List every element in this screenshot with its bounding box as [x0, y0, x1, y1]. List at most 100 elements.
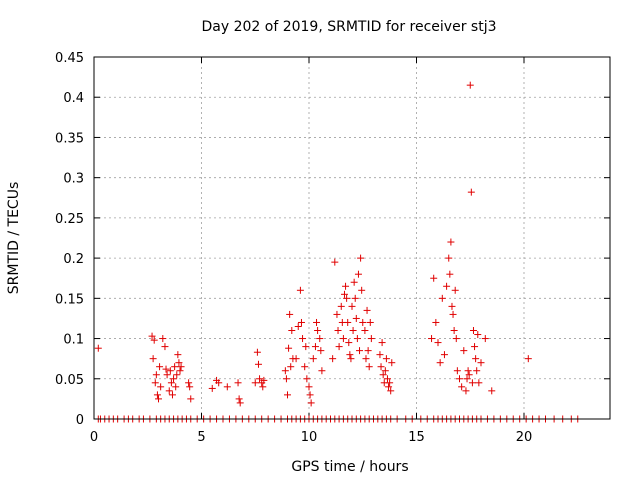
- data-point: [469, 327, 477, 335]
- data-point: [186, 383, 194, 391]
- data-point: [464, 367, 472, 375]
- data-point: [452, 335, 460, 343]
- data-point: [344, 318, 352, 326]
- data-point: [471, 343, 479, 351]
- data-point: [447, 238, 455, 246]
- data-point: [428, 335, 436, 343]
- data-point: [377, 363, 385, 371]
- x-tick-labels: 0 5 10 15 20: [90, 430, 532, 445]
- data-point: [463, 375, 471, 383]
- data-point: [313, 318, 321, 326]
- data-point: [296, 286, 304, 294]
- data-point: [254, 360, 262, 368]
- data-point: [159, 335, 167, 343]
- data-point: [434, 339, 442, 347]
- data-point: [151, 379, 159, 387]
- y-tick-labels: 0 0.05 0.1 0.15 0.2 0.25 0.3 0.35 0.4 0.45: [55, 51, 84, 428]
- data-point: [157, 383, 165, 391]
- data-point: [331, 258, 339, 266]
- data-point: [460, 347, 468, 355]
- data-point: [294, 322, 302, 330]
- data-point: [208, 384, 216, 392]
- y-tick-label: 0.25: [55, 212, 84, 227]
- data-point: [350, 278, 358, 286]
- y-tick-label: 0.05: [55, 373, 84, 388]
- data-point: [236, 399, 244, 407]
- data-point: [153, 391, 161, 399]
- data-point: [299, 335, 307, 343]
- data-point: [451, 286, 459, 294]
- data-point: [235, 395, 243, 403]
- data-point: [378, 339, 386, 347]
- data-point: [148, 332, 156, 340]
- data-point: [345, 339, 353, 347]
- data-point: [311, 343, 319, 351]
- y-tick-label: 0.4: [63, 91, 84, 106]
- data-point: [185, 379, 193, 387]
- data-point: [465, 371, 473, 379]
- chart-title: Day 202 of 2019, SRMTID for receiver stj…: [202, 19, 497, 35]
- data-point: [453, 367, 461, 375]
- y-tick-label: 0.2: [63, 252, 84, 267]
- data-point: [256, 375, 264, 383]
- data-point: [333, 310, 341, 318]
- y-tick-label: 0.1: [63, 333, 84, 348]
- data-point: [161, 343, 169, 351]
- data-point: [467, 188, 475, 196]
- y-axis-label: SRMTID / TECUs: [6, 182, 22, 295]
- data-point: [349, 327, 357, 335]
- data-point: [94, 344, 102, 352]
- data-point: [357, 254, 365, 262]
- data-point: [309, 355, 317, 363]
- data-point: [260, 376, 268, 384]
- data-point: [287, 363, 295, 371]
- data-point: [305, 383, 313, 391]
- data-point: [165, 387, 173, 395]
- data-point: [473, 367, 481, 375]
- data-point: [166, 367, 174, 375]
- data-point: [297, 318, 305, 326]
- data-point: [286, 310, 294, 318]
- data-point: [329, 355, 337, 363]
- data-point: [388, 359, 396, 367]
- data-point: [288, 327, 296, 335]
- data-point: [316, 335, 324, 343]
- data-point: [381, 367, 389, 375]
- data-point: [281, 367, 289, 375]
- data-point: [152, 371, 160, 379]
- data-point: [172, 383, 180, 391]
- data-point: [474, 331, 482, 339]
- data-point: [379, 371, 387, 379]
- data-point: [282, 375, 290, 383]
- data-point: [342, 282, 350, 290]
- data-point: [524, 355, 532, 363]
- data-point: [163, 371, 171, 379]
- data-point: [253, 348, 261, 356]
- x-tick-label: 20: [516, 430, 533, 445]
- data-point: [334, 327, 342, 335]
- data-point: [167, 379, 175, 387]
- data-point: [168, 391, 176, 399]
- grid-lines: [94, 57, 610, 419]
- y-tick-label: 0.15: [55, 292, 84, 307]
- plot-frame: [93, 56, 611, 420]
- data-point: [251, 379, 259, 387]
- data-point: [284, 391, 291, 399]
- data-point: [456, 375, 463, 383]
- data-point: [302, 343, 310, 351]
- y-tick-label: 0.35: [55, 131, 84, 146]
- x-tick-label: 0: [90, 430, 98, 445]
- data-point: [223, 383, 231, 391]
- data-point: [306, 391, 314, 399]
- x-tick-label: 5: [197, 430, 205, 445]
- data-point: [386, 379, 394, 387]
- data-point: [354, 270, 362, 278]
- data-point: [440, 351, 448, 359]
- data-point: [335, 343, 343, 351]
- data-point: [156, 363, 164, 371]
- data-point: [314, 327, 322, 335]
- data-point: [358, 286, 366, 294]
- data-point: [448, 302, 456, 310]
- data-point: [475, 379, 483, 387]
